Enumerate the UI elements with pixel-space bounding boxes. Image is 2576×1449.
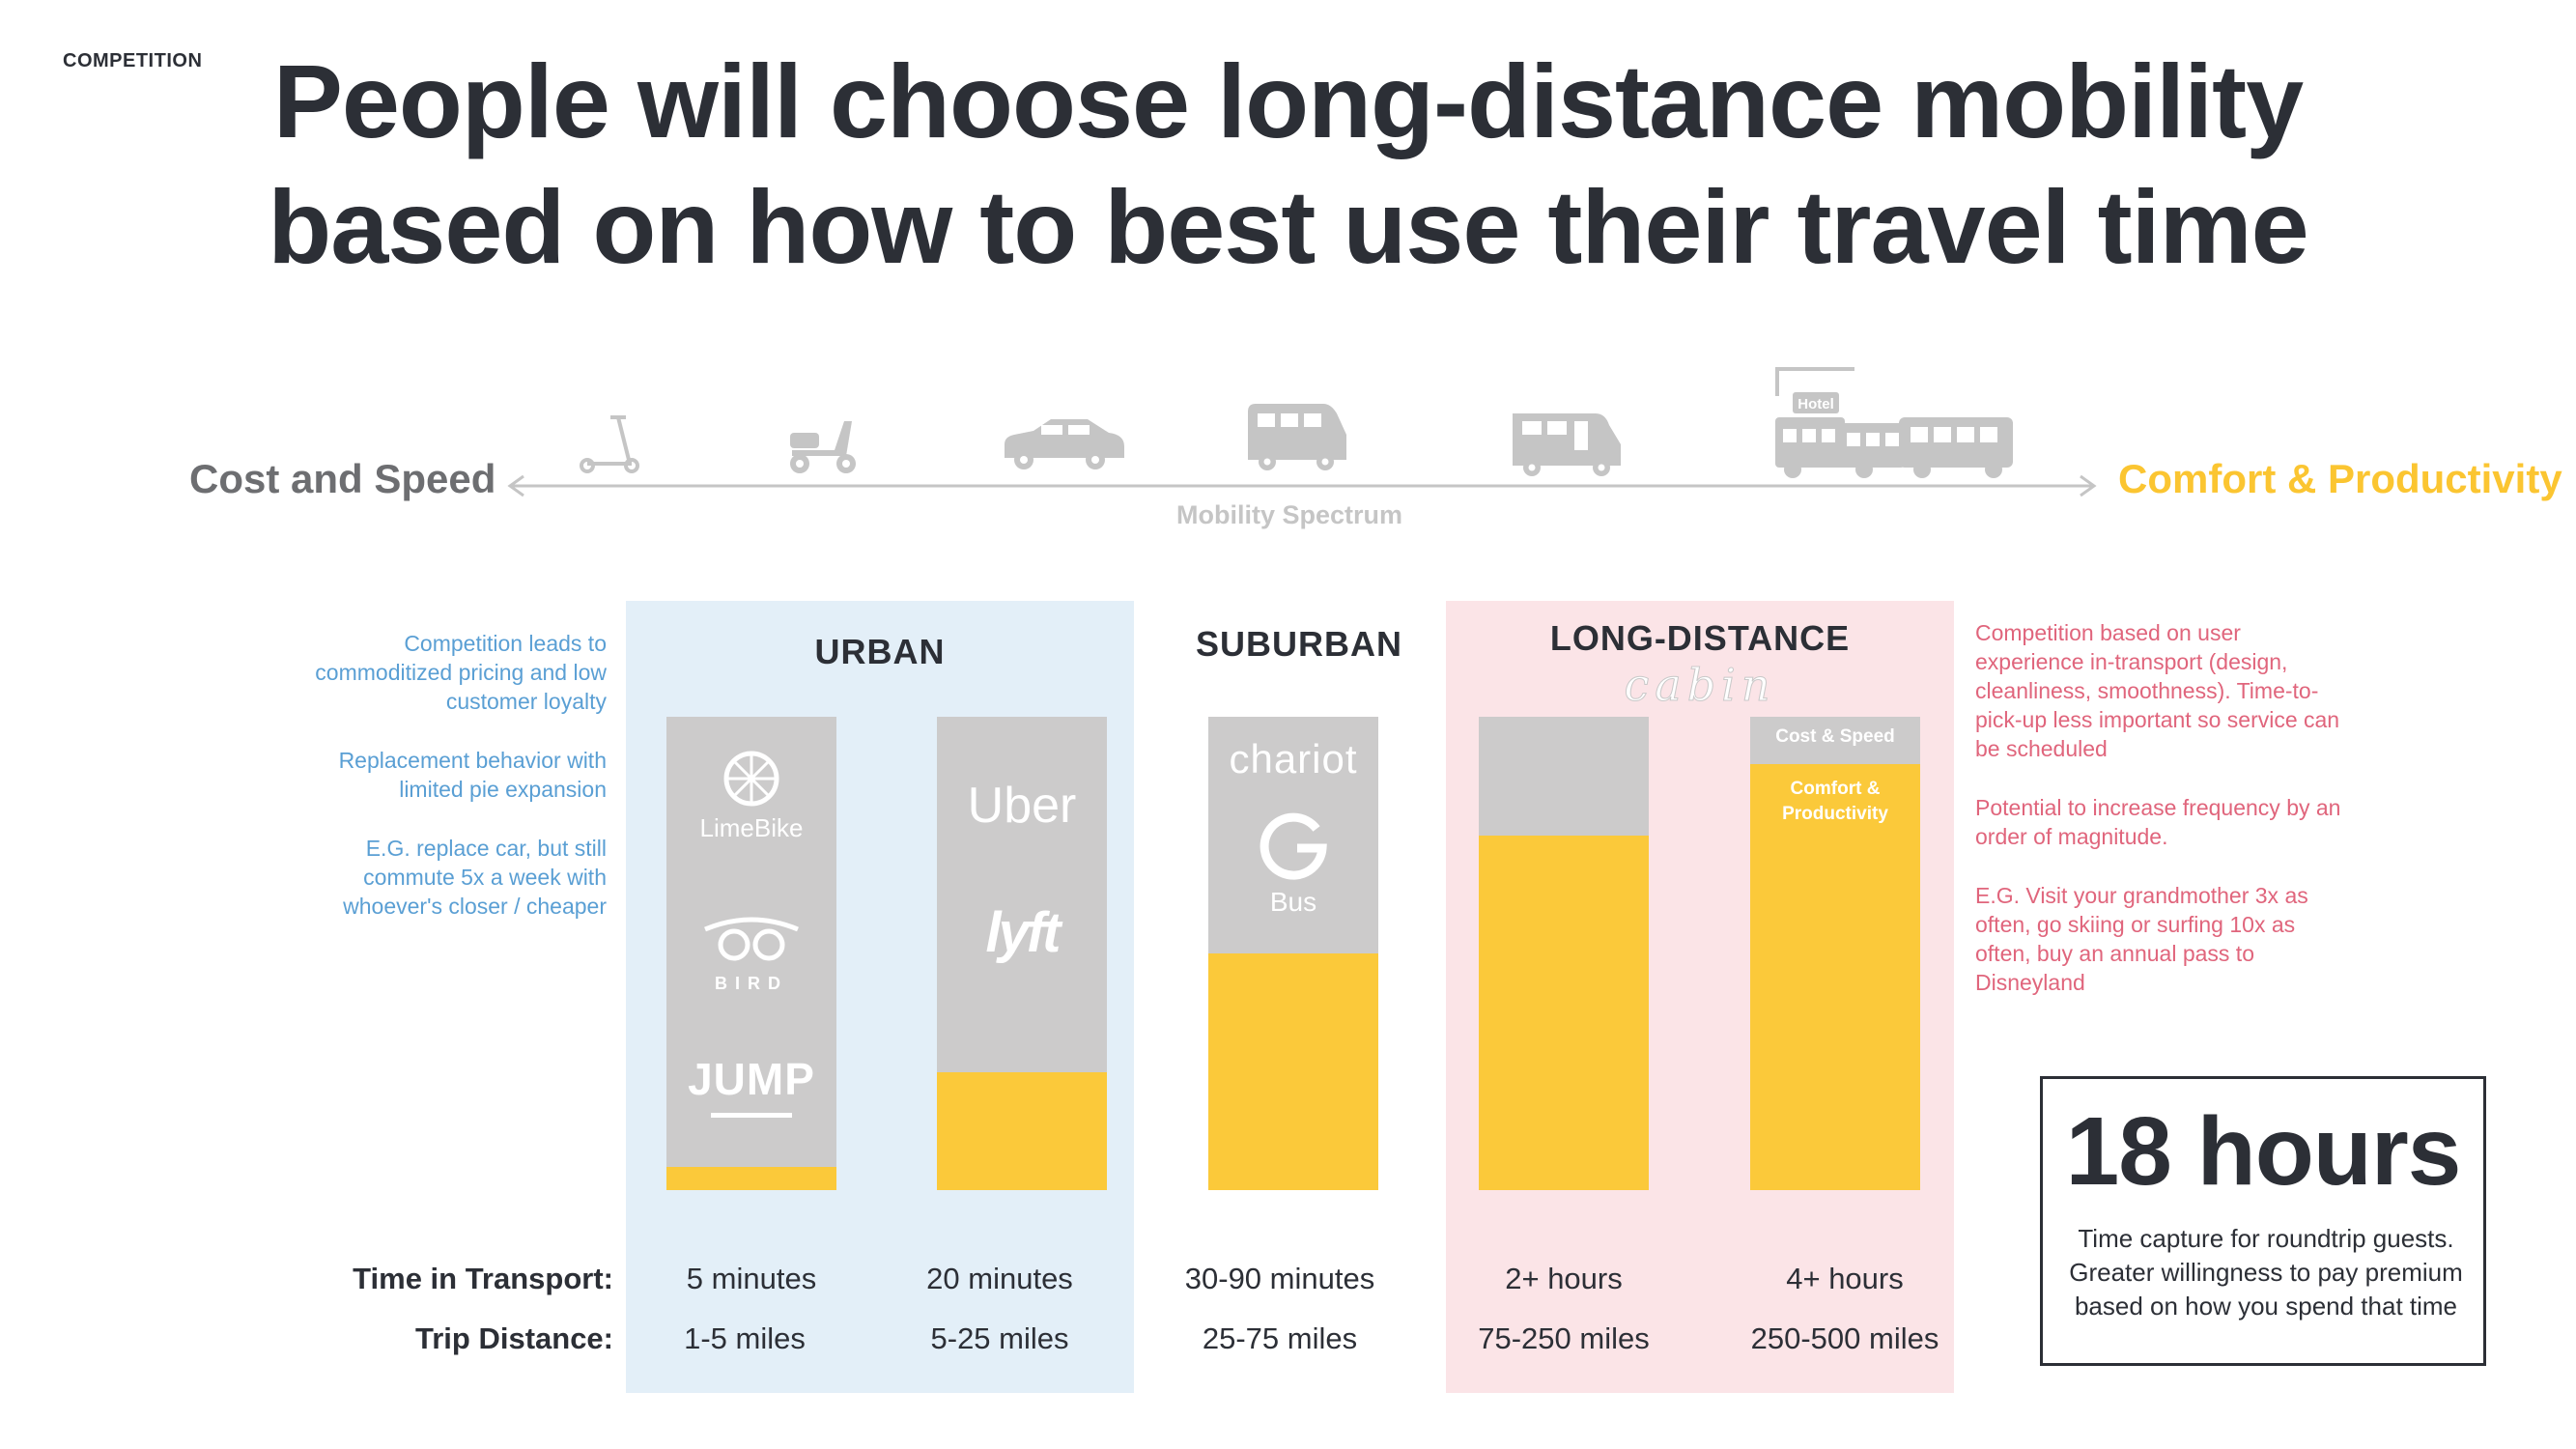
limebike-wheel-icon	[723, 751, 779, 807]
distance-value: 5-25 miles	[930, 1321, 1069, 1355]
page-title: People will choose long-distance mobilit…	[0, 39, 2576, 290]
long-distance-heading: LONG-DISTANCE	[1549, 618, 1851, 658]
google-bus-label: Bus	[1269, 887, 1317, 917]
distance-value: 25-75 miles	[1202, 1321, 1358, 1355]
time-value: 4+ hours	[1786, 1262, 1904, 1295]
bar-long-distance-2h	[1479, 717, 1649, 1190]
title-line-2: based on how to best use their travel ti…	[268, 168, 2308, 285]
scooter-icon	[580, 415, 639, 473]
trip-distance-label: Trip Distance:	[415, 1321, 613, 1355]
lyft-logo: lyft	[985, 901, 1062, 964]
bar-micromobility: LimeBike BIRD JUMP	[666, 717, 836, 1190]
title-line-1: People will choose long-distance mobilit…	[272, 43, 2304, 159]
suburban-heading: SUBURBAN	[1196, 624, 1402, 664]
spectrum-axis-label: Mobility Spectrum	[1175, 500, 1403, 529]
hotel-bus-icon: Hotel	[1775, 367, 2013, 478]
bird-logo: BIRD	[715, 974, 788, 993]
note-right-2: Potential to increase frequency by an or…	[1975, 795, 2341, 849]
distance-value: 250-500 miles	[1750, 1321, 1939, 1355]
bar-ridehail: Uber lyft	[937, 717, 1107, 1190]
bar-fill	[1479, 835, 1649, 1190]
mobility-spectrum-graphic: Hotel	[507, 367, 2097, 497]
rv-icon	[1513, 413, 1621, 476]
bar-fill	[1750, 764, 1920, 1190]
hours-description: Time capture for roundtrip guests. Great…	[2069, 1224, 2463, 1321]
time-value: 2+ hours	[1505, 1262, 1623, 1295]
car-icon	[1005, 419, 1124, 469]
hours-value: 18 hours	[2065, 1097, 2462, 1206]
note-left-1: Competition leads to commoditized pricin…	[315, 631, 607, 714]
jump-underline	[711, 1113, 792, 1118]
note-left-2: Replacement behavior with limited pie ex…	[338, 748, 607, 802]
bar-fill	[1208, 953, 1378, 1190]
spectrum-left-label: Cost and Speed	[189, 456, 496, 501]
comfort-productivity-label: Comfort & Productivity	[1782, 779, 1888, 824]
urban-heading: URBAN	[814, 632, 946, 671]
note-left-3: E.G. replace car, but still commute 5x a…	[343, 836, 607, 919]
chariot-logo: chariot	[1229, 736, 1358, 781]
spectrum-right-label: Comfort & Productivity	[2118, 456, 2562, 501]
cost-speed-label: Cost & Speed	[1775, 726, 1895, 747]
time-value: 20 minutes	[926, 1262, 1073, 1295]
bar-fill	[937, 1071, 1107, 1190]
bar-fill	[666, 1166, 836, 1190]
spectrum-arrow	[507, 474, 2097, 497]
section-tag: COMPETITION	[63, 50, 203, 71]
time-value: 5 minutes	[686, 1262, 817, 1295]
jump-logo: JUMP	[688, 1054, 815, 1104]
hotel-sign-text: Hotel	[1798, 396, 1834, 412]
bar-shuttle: chariot Bus	[1208, 717, 1378, 1190]
cabin-logo: cabin	[1624, 659, 1776, 712]
uber-logo: Uber	[967, 778, 1077, 834]
time-in-transport-label: Time in Transport:	[353, 1262, 613, 1295]
van-icon	[1248, 404, 1346, 470]
note-right-1: Competition based on user experience in-…	[1975, 620, 2340, 761]
hours-callout: 18 hours Time capture for roundtrip gues…	[2040, 1076, 2486, 1366]
google-g-icon	[1260, 812, 1327, 880]
bird-logo-icon	[704, 917, 799, 961]
distance-value: 75-250 miles	[1478, 1321, 1650, 1355]
moped-icon	[790, 421, 856, 473]
note-right-3: E.G. Visit your grandmother 3x as often,…	[1975, 883, 2308, 995]
limebike-logo: LimeBike	[699, 813, 804, 842]
time-value: 30-90 minutes	[1184, 1262, 1375, 1295]
distance-value: 1-5 miles	[684, 1321, 806, 1355]
bar-long-distance-4h: Cost & Speed Comfort & Productivity	[1750, 717, 1920, 1190]
